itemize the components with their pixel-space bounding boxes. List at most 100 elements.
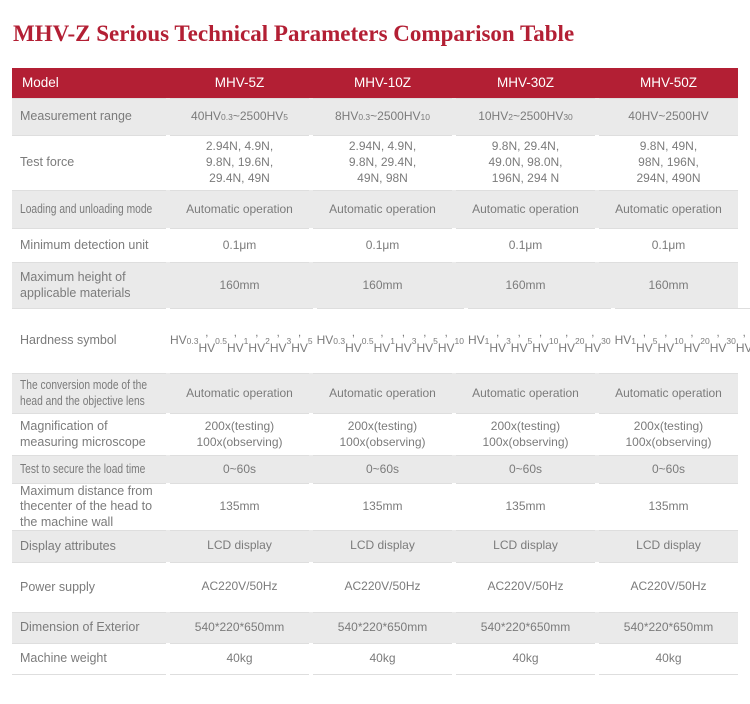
row-label-cell: Test to secure the load time	[12, 455, 166, 483]
cell-value: 9.8N, 49N, 98N, 196N, 294N, 490N	[599, 135, 738, 190]
cell-value: 160mm	[313, 262, 452, 308]
table-row-measurement-range: Measurement range 40HV 0.3 ~2500HV 5 8HV 0.3 ~2…	[12, 98, 738, 135]
cell-value: 40kg	[599, 642, 738, 675]
cell-value: 40HV~2500HV	[599, 98, 738, 135]
cell-value: 0.1μm	[170, 228, 309, 262]
table-row-machine-weight: Machine weight 40kg 40kg 40kg 40kg	[12, 642, 738, 675]
row-label-cell: Maximum distance from thecenter of the he…	[12, 483, 166, 530]
page-title: MHV-Z Serious Technical Parameters Compa…	[13, 21, 575, 46]
cell-value: 8HV 0.3 ~2500HV 10	[313, 98, 452, 135]
header-cell-mhv-5z: MHV-5Z	[214, 75, 265, 91]
table-row-magnification-of-measuring-microscope: Magnification of measuring microscope 200x…	[12, 413, 738, 455]
cell-value: 160mm	[456, 262, 595, 308]
cell-value: 540*220*650mm	[170, 611, 309, 643]
cell-value: 40kg	[313, 642, 452, 675]
row-label: Test force	[20, 155, 75, 170]
cell-value: HV 1, HV 3, HV 5, HV 10, HV 20, HV 30	[467, 308, 611, 373]
row-label: Measurement range	[20, 109, 132, 124]
cell-value: 9.8N, 29.4N, 49.0N, 98.0N, 196N, 294 N	[456, 135, 595, 190]
cell-value: 160mm	[170, 262, 309, 308]
row-label-cell: Hardness symbol	[12, 308, 166, 373]
cell-value: 10HV 2 ~2500HV 30	[456, 98, 595, 135]
row-label: Display attributes	[20, 538, 116, 553]
cell-value: 160mm	[599, 262, 738, 308]
row-label-cell: Power supply	[12, 561, 166, 612]
cell-value: 0.1μm	[456, 228, 595, 262]
table-row-minimum-detection-unit: Minimum detection unit 0.1μm 0.1μm 0.1μm 0.1…	[12, 228, 738, 262]
header-cell-mhv-10z: MHV-10Z	[353, 75, 411, 91]
table-row-display-attributes: Display attributes LCD display LCD display…	[12, 529, 738, 562]
header-cell-mhv-30z: MHV-30Z	[496, 75, 554, 91]
cell-value: 40kg	[456, 642, 595, 675]
row-label: Minimum detection unit	[20, 237, 149, 252]
table-row-test-force: Test force 2.94N, 4.9N, 9.8N, 19.6N, 29.4N,…	[12, 135, 738, 190]
table-row-maximum-height-of-applicable-materials: Maximum height of applicable materials 160…	[12, 262, 738, 308]
cell-value: 2.94N, 4.9N, 9.8N, 19.6N, 29.4N, 49N	[170, 135, 309, 190]
cell-value: 135mm	[599, 483, 738, 530]
cell-value: 200x(testing) 100x(observing)	[456, 413, 595, 455]
cell-value: HV 0.3, HV 0.5, HV 1, HV 2, HV 3, HV 5	[170, 308, 313, 373]
cell-value: 2.94N, 4.9N, 9.8N, 29.4N, 49N, 98N	[313, 135, 452, 190]
cell-value: AC220V/50Hz	[170, 561, 309, 612]
header-cell-model: Model	[22, 74, 59, 90]
row-label-cell: Dimension of Exterior	[12, 611, 166, 643]
table-row-loading-and-unloading-mode: Loading and unloading mode Automatic oper…	[12, 190, 738, 228]
cell-value: LCD display	[456, 529, 595, 562]
cell-value: Automatic operation	[599, 373, 738, 413]
table-row-maximum-distance-from-thecenter-of-the-h: Maximum distance from thecenter of the he…	[12, 483, 738, 530]
cell-value: Automatic operation	[313, 190, 452, 228]
row-label: Power supply	[20, 579, 96, 594]
cell-value: AC220V/50Hz	[313, 561, 452, 612]
cell-value: 135mm	[313, 483, 452, 530]
table-row-the-conversion-mode-of-the-head-and-the-: The conversion mode of the head and the o…	[12, 373, 738, 413]
cell-value: Automatic operation	[599, 190, 738, 228]
row-label: Machine weight	[20, 651, 107, 666]
cell-value: LCD display	[170, 529, 309, 562]
table-row-dimension-of-exterior: Dimension of Exterior 540*220*650mm 540*22…	[12, 611, 738, 643]
cell-value: AC220V/50Hz	[599, 561, 738, 612]
cell-value: Automatic operation	[170, 373, 309, 413]
row-label-cell: Loading and unloading mode	[12, 190, 166, 228]
cell-value: 540*220*650mm	[313, 611, 452, 643]
cell-value: 540*220*650mm	[599, 611, 738, 643]
table-row-power-supply: Power supply AC220V/50Hz AC220V/50Hz AC220V…	[12, 561, 738, 612]
table-row-hardness-symbol: Hardness symbol HV 0.3, HV 0.5, HV 1, HV 2, HV 3…	[12, 308, 750, 373]
row-label-cell: Display attributes	[12, 529, 166, 562]
cell-value: 200x(testing) 100x(observing)	[313, 413, 452, 455]
row-label-cell: Machine weight	[12, 642, 166, 675]
row-label-cell: Minimum detection unit	[12, 228, 166, 262]
cell-value: 200x(testing) 100x(observing)	[599, 413, 738, 455]
cell-value: 0~60s	[599, 455, 738, 483]
row-label-cell: The conversion mode of the head and the o…	[12, 373, 166, 413]
row-label: The conversion mode of the head and the o…	[20, 378, 148, 408]
spec-table: Model MHV-5Z MHV-10Z MHV-30Z MHV-50Z Measurem…	[12, 68, 750, 675]
cell-value: HV 0.3, HV 0.5, HV 1, HV 3, HV 5, HV 10	[316, 308, 464, 373]
cell-value: 200x(testing) 100x(observing)	[170, 413, 309, 455]
row-label: Loading and unloading mode	[20, 201, 153, 216]
row-label: Maximum height of applicable materials	[20, 270, 131, 300]
row-label: Magnification of measuring microscope	[20, 419, 146, 449]
cell-value: 40kg	[170, 642, 309, 675]
cell-value: 0~60s	[313, 455, 452, 483]
cell-value: Automatic operation	[170, 190, 309, 228]
cell-value: LCD display	[599, 529, 738, 562]
row-label-cell: Measurement range	[12, 98, 166, 135]
row-label: Test to secure the load time	[20, 461, 146, 476]
cell-value: 135mm	[456, 483, 595, 530]
cell-value: 0.1μm	[313, 228, 452, 262]
row-label-cell: Maximum height of applicable materials	[12, 262, 166, 308]
cell-value: 0.1μm	[599, 228, 738, 262]
table-row-test-to-secure-the-load-time: Test to secure the load time 0~60s 0~60s 0~…	[12, 455, 738, 483]
table-header-row: Model MHV-5Z MHV-10Z MHV-30Z MHV-50Z	[12, 68, 738, 98]
row-label: Dimension of Exterior	[20, 620, 140, 635]
cell-value: LCD display	[313, 529, 452, 562]
cell-value: Automatic operation	[313, 373, 452, 413]
cell-value: 540*220*650mm	[456, 611, 595, 643]
cell-value: Automatic operation	[456, 373, 595, 413]
row-label-cell: Magnification of measuring microscope	[12, 413, 166, 455]
cell-value: 0~60s	[170, 455, 309, 483]
row-label: Hardness symbol	[20, 333, 117, 348]
cell-value: 135mm	[170, 483, 309, 530]
row-label-cell: Test force	[12, 135, 166, 190]
